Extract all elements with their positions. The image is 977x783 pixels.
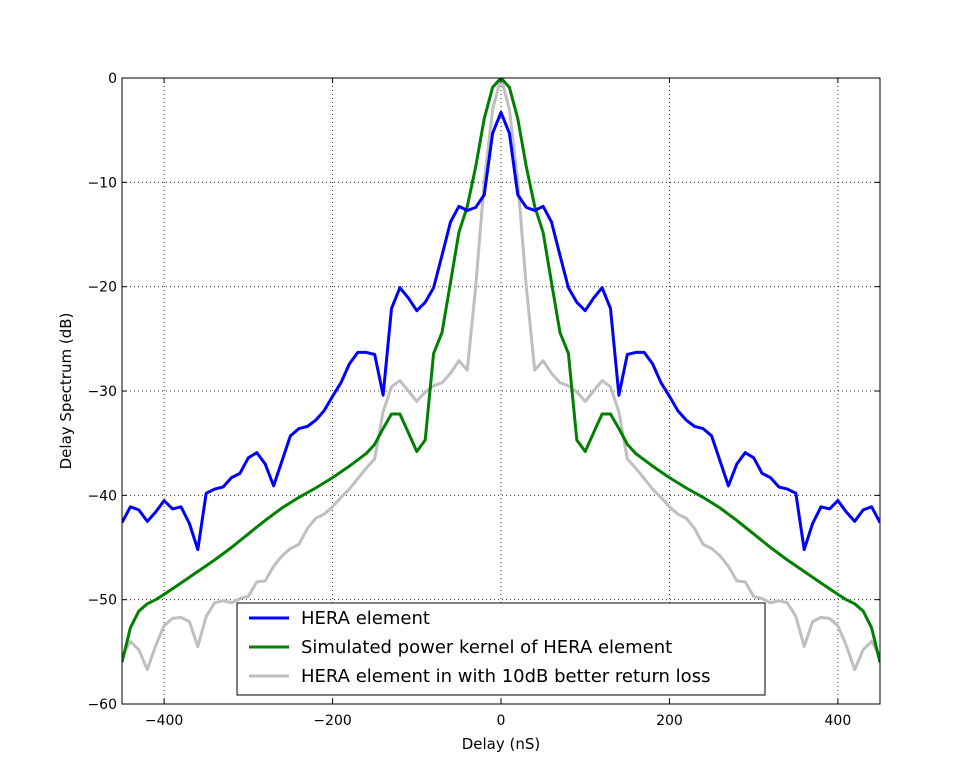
x-tick-label: 200: [656, 713, 683, 729]
axis-ticks: −400 −200 0 200 400 0 −10 −20 −30 −40 −50 −60: [87, 71, 880, 729]
x-tick-label: 400: [825, 713, 852, 729]
legend-box: [236, 602, 766, 696]
legend-label-3: HERA element in with 10dB better return …: [301, 666, 710, 687]
series-line-2: [122, 78, 880, 663]
series-line-1: [122, 110, 880, 552]
legend-label-1: HERA element: [301, 608, 430, 629]
y-tick-label: −20: [87, 280, 117, 296]
x-axis-label: Delay (nS): [462, 735, 541, 753]
x-tick-label: −200: [313, 713, 351, 729]
legend-label-2: Simulated power kernel of HERA element: [301, 637, 672, 658]
x-tick-label: −400: [145, 713, 183, 729]
y-tick-label: −30: [87, 384, 117, 400]
grid-lines: [122, 77, 880, 705]
y-tick-label: 0: [108, 71, 117, 87]
y-tick-label: −60: [87, 697, 117, 713]
y-tick-label: −10: [87, 175, 117, 191]
y-tick-label: −50: [87, 593, 117, 609]
series-line-3: [122, 78, 880, 672]
x-tick-label: 0: [497, 713, 506, 729]
series-layer: [122, 78, 880, 672]
legend: HERA element Simulated power kernel of HE…: [236, 602, 766, 696]
y-axis-label: Delay Spectrum (dB): [57, 313, 75, 470]
y-tick-label: −40: [87, 488, 117, 504]
